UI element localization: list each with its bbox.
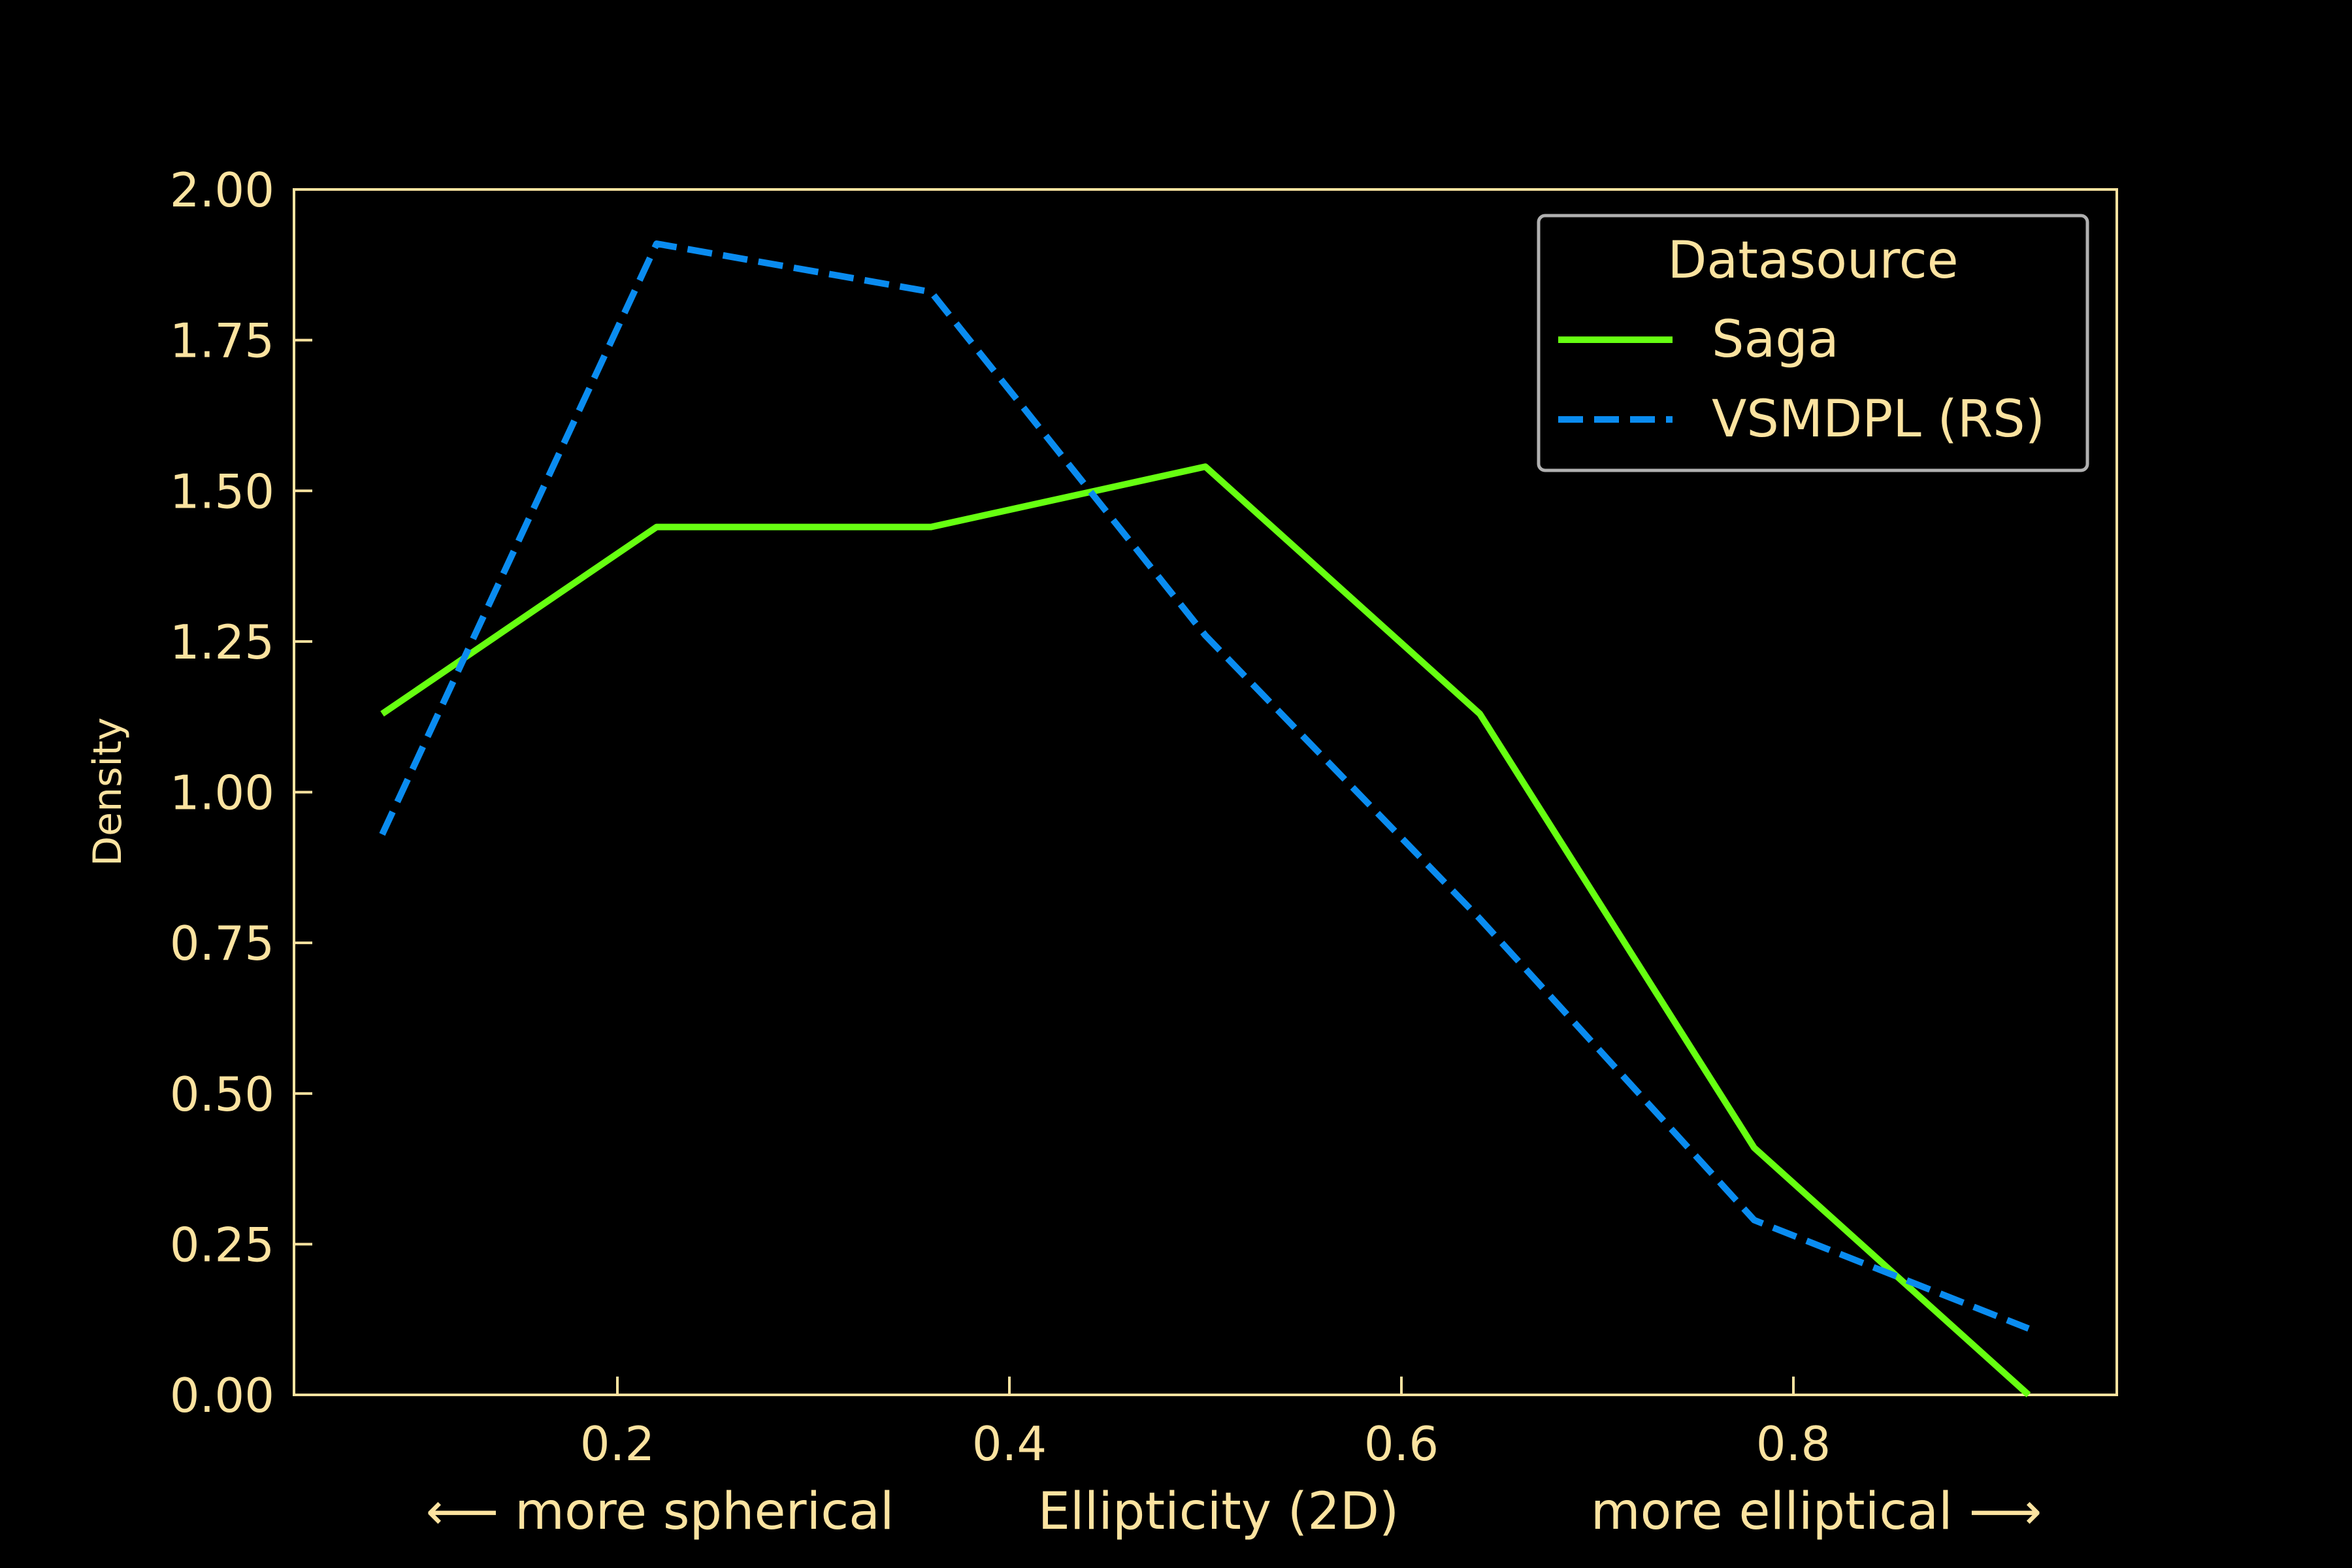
y-tick-label: 0.00 (170, 1368, 274, 1423)
y-tick-label: 0.75 (170, 916, 274, 971)
series-line-vsmdpl (379, 240, 2030, 1332)
legend: Datasource Saga VSMDPL (RS) (1537, 214, 2089, 472)
x-axis-label-left: ⟵ more spherical (425, 1482, 894, 1541)
y-tick-label: 2.00 (170, 163, 274, 218)
y-tick-label: 1.50 (170, 464, 274, 519)
legend-box (1537, 214, 2089, 472)
series-line-saga (380, 463, 2031, 1397)
y-tick-label: 0.50 (170, 1067, 274, 1122)
y-axis-label: Density (85, 717, 131, 866)
y-tick-label: 1.00 (170, 766, 274, 821)
x-tick-label: 0.6 (1364, 1416, 1439, 1471)
x-tick-label: 0.8 (1756, 1416, 1831, 1471)
series-layer (379, 240, 2031, 1397)
x-axis-label: Ellipticity (2D) (1038, 1482, 1399, 1541)
y-tick-label: 1.75 (170, 314, 274, 368)
legend-label-saga: Saga (1712, 310, 1839, 369)
x-tick-label: 0.4 (972, 1416, 1047, 1471)
legend-title: Datasource (1667, 231, 1958, 290)
y-tick-label: 1.25 (170, 615, 274, 670)
x-tick-label: 0.2 (580, 1416, 655, 1471)
y-tick-label: 0.25 (170, 1217, 274, 1272)
legend-label-vsmdpl: VSMDPL (RS) (1712, 390, 2045, 449)
y-axis-ticks: 0.00 0.25 0.50 0.75 1.00 1.25 1.50 1.75 2.00 (170, 163, 312, 1423)
x-axis-label-right: more elliptical ⟶ (1591, 1482, 2042, 1541)
x-axis-ticks: 0.2 0.4 0.6 0.8 (580, 1377, 1831, 1471)
